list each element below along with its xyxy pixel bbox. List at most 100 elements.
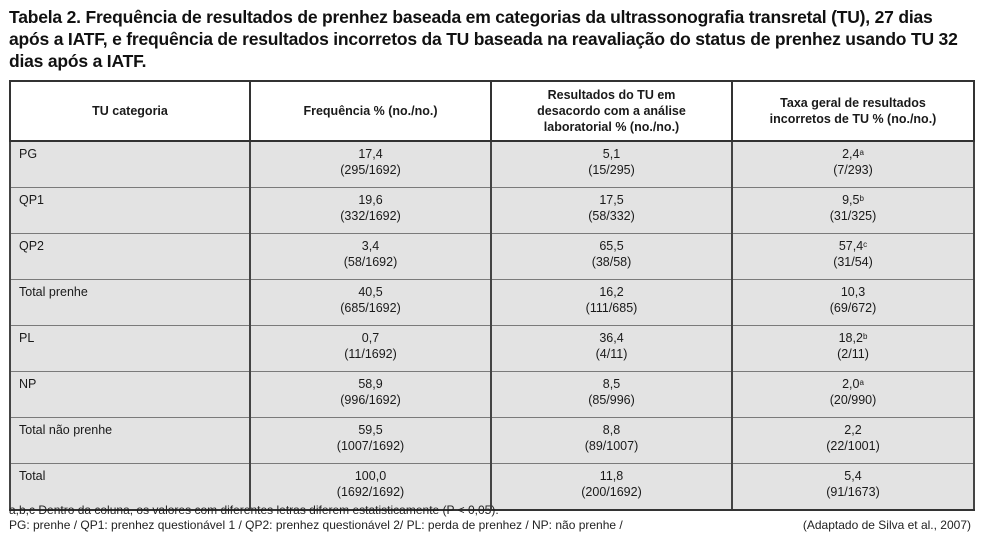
incorrect-rate-cell: 5,4 (91/1673): [731, 463, 975, 511]
incorrect-rate-percent: 2,0: [842, 377, 860, 391]
disagreement-count: (4/11): [595, 347, 628, 361]
incorrect-rate-line: 18,2b: [740, 330, 966, 346]
frequency-cell: 19,6 (332/1692): [249, 187, 492, 234]
incorrect-rate-percent: 5,4: [844, 469, 862, 483]
table-row: QP2 3,4 (58/1692) 65,5 (38/58) 57,4c (31/54): [9, 233, 975, 280]
row-label: Total não prenhe: [19, 423, 113, 437]
incorrect-rate-count: (22/1001): [826, 439, 880, 453]
incorrect-rate-count: (31/54): [833, 255, 873, 269]
incorrect-rate-count: (2/11): [837, 347, 869, 361]
header-tu-categoria: TU categoria: [9, 80, 251, 142]
incorrect-rate-line: 10,3: [740, 284, 966, 300]
disagreement-cell: 65,5 (38/58): [490, 233, 733, 280]
frequency-percent: 3,4: [361, 239, 380, 253]
row-label: NP: [19, 377, 37, 391]
disagreement-count: (58/332): [588, 209, 635, 223]
footnote-significance: a,b,c Dentro da coluna, os valores com d…: [9, 503, 499, 517]
incorrect-rate-percent: 2,4: [842, 147, 860, 161]
disagreement-percent: 8,5: [602, 377, 621, 391]
frequency-count: (685/1692): [340, 301, 401, 315]
incorrect-rate-line: 57,4c: [740, 238, 966, 254]
frequency-cell: 59,5 (1007/1692): [249, 417, 492, 464]
header-desacordo: Resultados do TU em desacordo com a anál…: [490, 80, 733, 142]
table-row: Total prenhe 40,5 (685/1692) 16,2 (111/685) 1…: [9, 279, 975, 326]
row-label-cell: QP2: [9, 233, 251, 280]
incorrect-rate-cell: 2,0a (20/990): [731, 371, 975, 418]
header-frequencia: Frequência % (no./no.): [249, 80, 492, 142]
disagreement-cell: 8,8 (89/1007): [490, 417, 733, 464]
row-label-cell: NP: [9, 371, 251, 418]
disagreement-percent: 11,8: [599, 469, 624, 483]
row-label-cell: PG: [9, 141, 251, 188]
incorrect-rate-cell: 2,4a (7/293): [731, 141, 975, 188]
row-label: PG: [19, 147, 38, 161]
disagreement-count: (85/996): [588, 393, 635, 407]
header-line: laboratorial % (no./no.): [543, 120, 680, 134]
frequency-count: (1692/1692): [336, 485, 405, 499]
incorrect-rate-count: (69/672): [829, 301, 877, 315]
incorrect-rate-count: (20/990): [829, 393, 877, 407]
incorrect-rate-cell: 10,3 (69/672): [731, 279, 975, 326]
incorrect-rate-cell: 9,5b (31/325): [731, 187, 975, 234]
incorrect-rate-percent: 9,5: [842, 193, 860, 207]
table-row: PL 0,7 (11/1692) 36,4 (4/11) 18,2b (2/11): [9, 325, 975, 372]
incorrect-rate-cell: 2,2 (22/1001): [731, 417, 975, 464]
incorrect-rate-count: (31/325): [829, 209, 877, 223]
disagreement-cell: 36,4 (4/11): [490, 325, 733, 372]
significance-letter: a: [859, 378, 864, 387]
header-line: Taxa geral de resultados: [780, 96, 926, 110]
frequency-percent: 40,5: [358, 285, 383, 299]
table-body: PG 17,4 (295/1692) 5,1 (15/295) 2,4a (7/293) QP…: [9, 141, 975, 511]
header-taxa-geral: Taxa geral de resultados incorretos de T…: [731, 80, 975, 142]
frequency-cell: 58,9 (996/1692): [249, 371, 492, 418]
disagreement-percent: 36,4: [599, 331, 624, 345]
header-line: desacordo com a análise: [537, 104, 686, 118]
incorrect-rate-line: 2,4a: [740, 146, 966, 162]
table-row: Total 100,0 (1692/1692) 11,8 (200/1692) 5,4 (9…: [9, 463, 975, 511]
frequency-percent: 17,4: [358, 147, 383, 161]
frequency-count: (1007/1692): [336, 439, 405, 453]
row-label: Total: [19, 469, 46, 483]
table-title: Tabela 2. Frequência de resultados de pr…: [9, 7, 958, 71]
frequency-count: (58/1692): [343, 255, 398, 269]
frequency-percent: 100,0: [354, 469, 387, 483]
disagreement-count: (111/685): [585, 301, 638, 315]
table-row: PG 17,4 (295/1692) 5,1 (15/295) 2,4a (7/293): [9, 141, 975, 188]
incorrect-rate-line: 5,4: [740, 468, 966, 484]
incorrect-rate-line: 2,2: [740, 422, 966, 438]
header-line: incorretos de TU % (no./no.): [769, 112, 937, 126]
row-label-cell: QP1: [9, 187, 251, 234]
significance-letter: b: [862, 332, 868, 341]
row-label: QP1: [19, 193, 45, 207]
incorrect-rate-cell: 18,2b (2/11): [731, 325, 975, 372]
disagreement-cell: 16,2 (111/685): [490, 279, 733, 326]
disagreement-percent: 5,1: [602, 147, 621, 161]
incorrect-rate-count: (91/1673): [826, 485, 880, 499]
header-row: TU categoria Frequência % (no./no.) Resu…: [9, 80, 975, 142]
table-row: NP 58,9 (996/1692) 8,5 (85/996) 2,0a (20/990): [9, 371, 975, 418]
disagreement-count: (15/295): [588, 163, 635, 177]
disagreement-percent: 16,2: [599, 285, 624, 299]
header-line: Resultados do TU em: [547, 88, 676, 102]
incorrect-rate-percent: 57,4: [838, 239, 864, 253]
disagreement-cell: 11,8 (200/1692): [490, 463, 733, 511]
frequency-cell: 3,4 (58/1692): [249, 233, 492, 280]
frequency-cell: 40,5 (685/1692): [249, 279, 492, 326]
frequency-count: (996/1692): [340, 393, 401, 407]
incorrect-rate-line: 2,0a: [740, 376, 966, 392]
header-line: TU categoria: [92, 104, 168, 118]
header-line: Frequência % (no./no.): [303, 104, 438, 118]
incorrect-rate-percent: 2,2: [844, 423, 862, 437]
incorrect-rate-line: 9,5b: [740, 192, 966, 208]
disagreement-percent: 65,5: [599, 239, 624, 253]
disagreement-count: (200/1692): [581, 485, 642, 499]
frequency-count: (295/1692): [340, 163, 401, 177]
disagreement-percent: 17,5: [599, 193, 624, 207]
row-label-cell: PL: [9, 325, 251, 372]
significance-letter: b: [859, 194, 864, 203]
row-label: QP2: [19, 239, 45, 253]
results-table: TU categoria Frequência % (no./no.) Resu…: [9, 80, 975, 511]
incorrect-rate-count: (7/293): [833, 163, 873, 177]
incorrect-rate-cell: 57,4c (31/54): [731, 233, 975, 280]
frequency-cell: 0,7 (11/1692): [249, 325, 492, 372]
